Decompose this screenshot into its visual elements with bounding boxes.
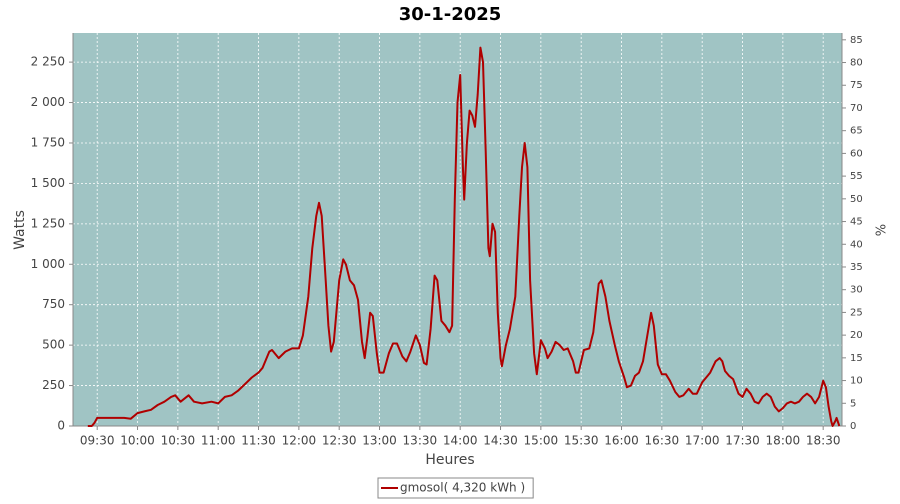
- x-tick-label: 15:30: [564, 434, 599, 448]
- x-tick-label: 14:30: [483, 434, 518, 448]
- chart-title: 30-1-2025: [399, 4, 502, 25]
- y-axis-label: Watts: [12, 210, 28, 250]
- y2-tick-label: 85: [850, 35, 863, 46]
- x-tick-label: 13:30: [403, 434, 438, 448]
- y2-tick-label: 70: [850, 103, 863, 114]
- y-tick-label: 2 000: [31, 95, 65, 109]
- y-tick-label: 0: [57, 419, 65, 433]
- x-tick-label: 10:00: [120, 434, 155, 448]
- y2-tick-label: 25: [850, 307, 863, 318]
- y2-tick-label: 0: [850, 421, 856, 432]
- x-tick-label: 12:00: [282, 434, 317, 448]
- y2-tick-label: 45: [850, 217, 863, 228]
- y2-tick-label: 20: [850, 330, 863, 341]
- y2-axis-label: %: [875, 224, 890, 236]
- y2-tick-label: 15: [850, 353, 863, 364]
- x-tick-label: 12:30: [322, 434, 357, 448]
- y2-tick-label: 50: [850, 194, 863, 205]
- y-tick-label: 1 000: [31, 257, 65, 271]
- legend-label: gmosol( 4,320 kWh ): [400, 481, 525, 495]
- x-tick-label: 17:00: [685, 434, 720, 448]
- x-tick-label: 17:30: [725, 434, 760, 448]
- x-tick-label: 11:30: [241, 434, 276, 448]
- x-tick-label: 13:00: [362, 434, 397, 448]
- y2-tick-label: 75: [850, 80, 863, 91]
- x-axis-label: Heures: [425, 452, 474, 468]
- x-tick-label: 14:00: [443, 434, 478, 448]
- y2-tick-label: 60: [850, 148, 863, 159]
- x-tick-label: 09:30: [80, 434, 115, 448]
- y-tick-label: 750: [42, 297, 65, 311]
- y-tick-label: 500: [42, 338, 65, 352]
- y2-tick-label: 10: [850, 376, 863, 387]
- y-tick-label: 1 250: [31, 216, 65, 230]
- y2-tick-label: 35: [850, 262, 863, 273]
- x-tick-label: 18:00: [766, 434, 801, 448]
- x-tick-label: 16:30: [645, 434, 680, 448]
- y-tick-label: 2 250: [31, 55, 65, 69]
- legend-box: [377, 477, 534, 499]
- x-tick-label: 15:00: [524, 434, 559, 448]
- y-tick-label: 250: [42, 378, 65, 392]
- y2-tick-label: 30: [850, 285, 863, 296]
- x-tick-label: 10:30: [161, 434, 196, 448]
- x-tick-label: 18:30: [806, 434, 841, 448]
- y2-tick-label: 80: [850, 58, 863, 69]
- y2-tick-label: 65: [850, 126, 863, 137]
- plot-area: [73, 33, 842, 426]
- x-tick-label: 11:00: [201, 434, 236, 448]
- x-tick-label: 16:00: [604, 434, 639, 448]
- series-line: [87, 46, 841, 427]
- y2-tick-label: 40: [850, 239, 863, 250]
- y2-tick-label: 55: [850, 171, 863, 182]
- y-tick-label: 1 500: [31, 176, 65, 190]
- y2-tick-label: 5: [850, 398, 856, 409]
- y-tick-label: 1 750: [31, 135, 65, 149]
